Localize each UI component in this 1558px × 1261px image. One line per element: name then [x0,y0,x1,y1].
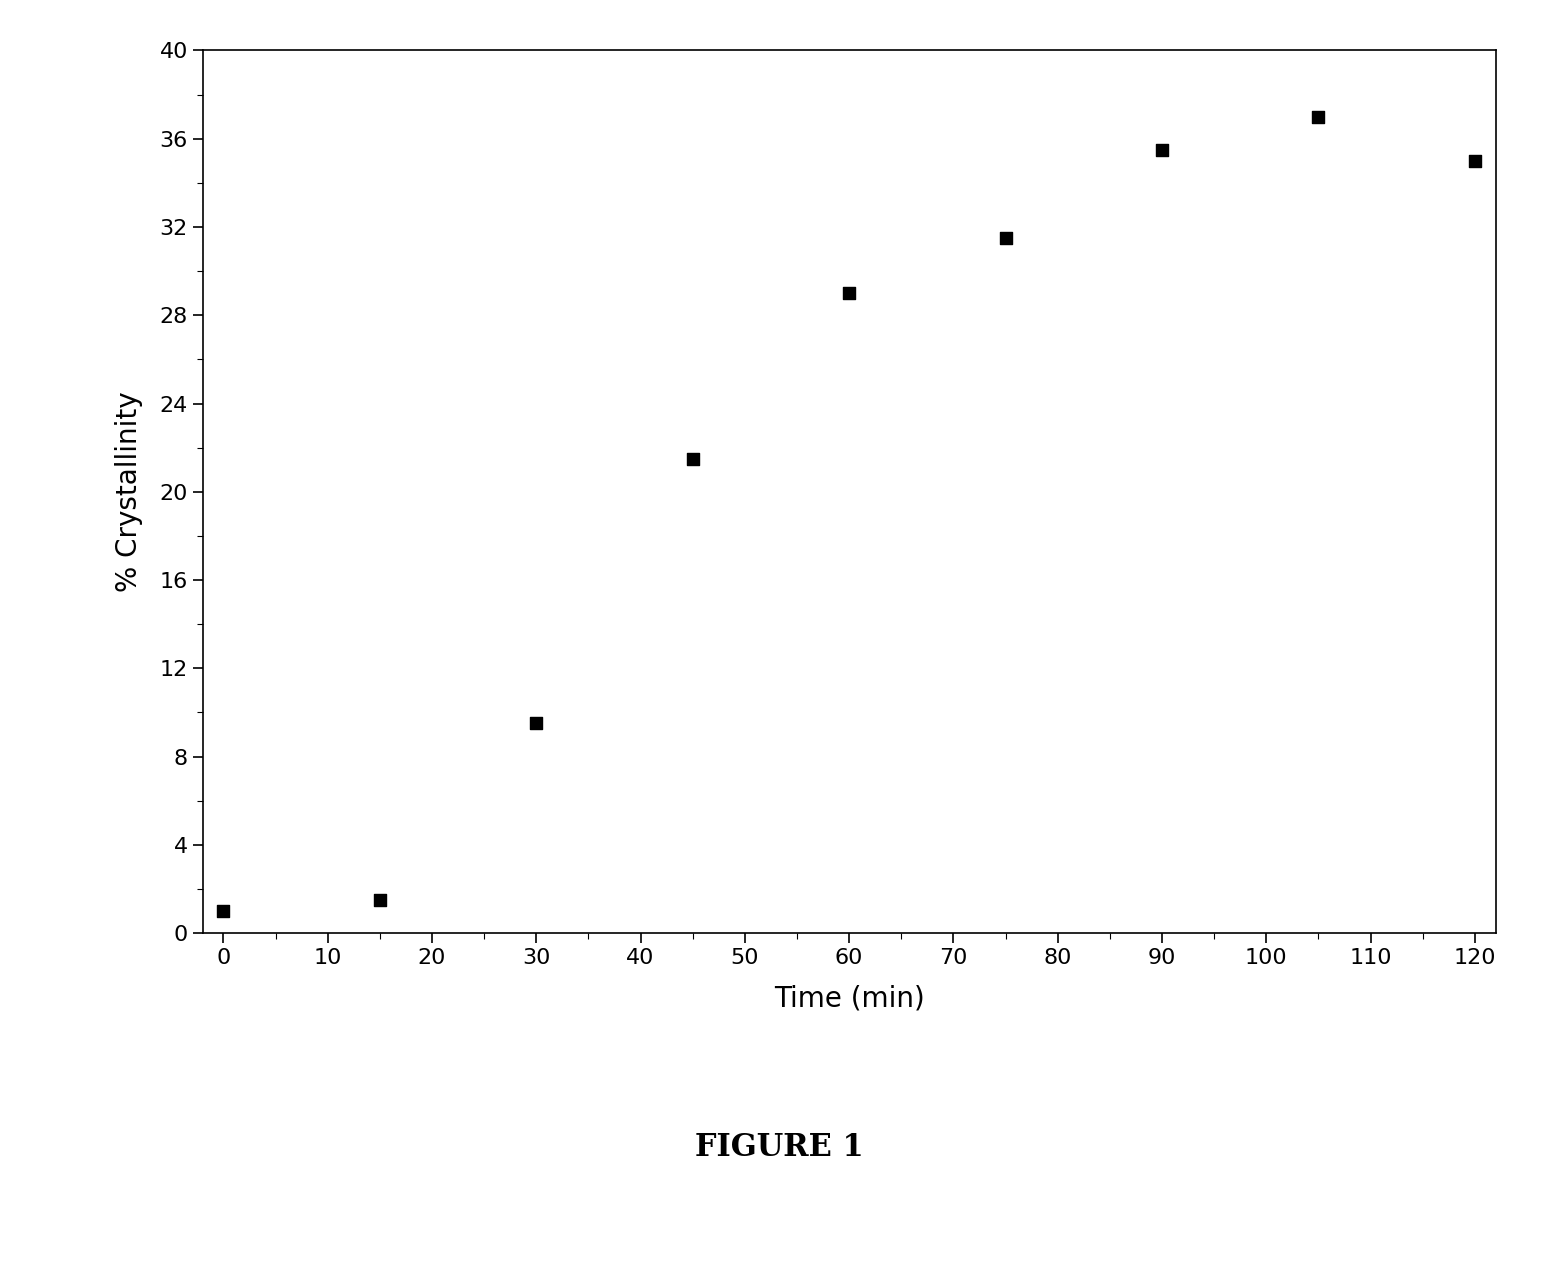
Point [368,890,393,910]
Point [1306,106,1331,126]
Y-axis label: % Crystallinity: % Crystallinity [115,391,143,593]
Point [1463,151,1488,171]
X-axis label: Time (min): Time (min) [774,985,924,1013]
Point [210,900,235,921]
Point [681,449,706,469]
Point [1150,140,1175,160]
Text: FIGURE 1: FIGURE 1 [695,1132,863,1163]
Point [837,284,862,304]
Point [523,714,548,734]
Point [992,228,1017,248]
